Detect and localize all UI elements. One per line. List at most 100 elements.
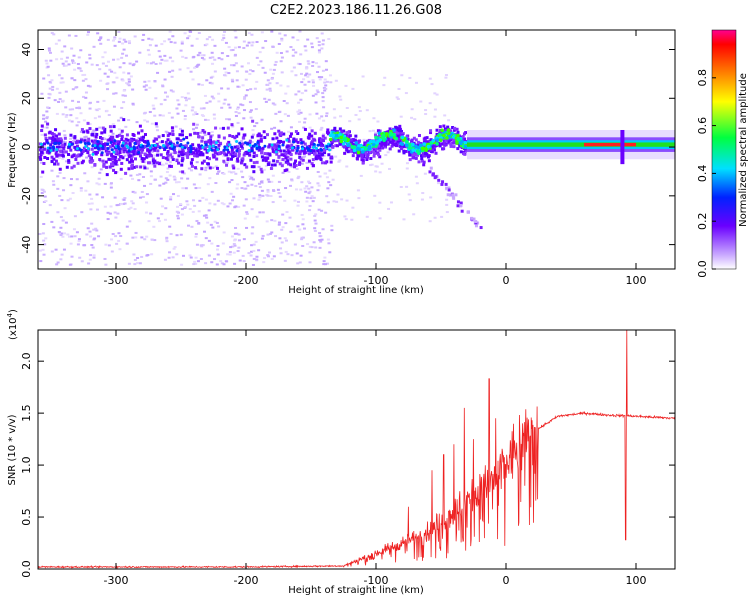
noise-point [317, 76, 321, 79]
noise-point [186, 67, 190, 70]
noise-point [205, 150, 209, 154]
noise-point [143, 80, 147, 83]
noise-point [138, 137, 142, 141]
noise-point [290, 254, 294, 257]
noise-point [405, 185, 409, 188]
noise-point [247, 62, 251, 65]
noise-point [127, 78, 131, 81]
noise-point [298, 161, 302, 165]
noise-point [108, 68, 112, 71]
noise-point [88, 53, 92, 56]
noise-point [119, 177, 123, 180]
noise-point [214, 141, 218, 145]
noise-point [224, 71, 228, 74]
noise-point [107, 114, 111, 117]
noise-point [348, 120, 352, 123]
noise-point [271, 45, 275, 48]
noise-point [138, 51, 142, 54]
signal-point [387, 138, 391, 142]
signal-point [343, 151, 347, 155]
noise-point [131, 190, 135, 193]
noise-point [251, 263, 255, 266]
signal-point [383, 143, 387, 147]
noise-point [195, 112, 199, 115]
signal-point [333, 126, 337, 130]
noise-point [40, 133, 44, 136]
noise-point [181, 170, 185, 174]
noise-point [104, 146, 108, 150]
noise-point [356, 189, 360, 192]
signal-point [434, 151, 438, 155]
noise-point [234, 62, 238, 65]
noise-point [147, 80, 151, 83]
noise-point [85, 233, 89, 236]
noise-point [153, 79, 157, 82]
noise-point [102, 162, 106, 166]
noise-point [101, 153, 105, 156]
signal-point [412, 136, 416, 140]
noise-point [284, 187, 288, 190]
signal-point [398, 144, 402, 148]
noise-point [230, 171, 234, 174]
noise-point [156, 153, 160, 157]
noise-point [92, 141, 96, 145]
noise-point [234, 172, 238, 175]
noise-point [108, 145, 112, 149]
noise-point [143, 119, 147, 122]
noise-point [271, 147, 275, 151]
noise-point [283, 199, 287, 202]
noise-point [48, 49, 52, 52]
noise-point [306, 180, 310, 183]
noise-point [246, 142, 250, 146]
noise-point [159, 103, 163, 106]
noise-point [302, 151, 306, 155]
noise-point [201, 145, 205, 149]
noise-point [101, 159, 105, 163]
signal-point [331, 133, 335, 137]
noise-point [176, 112, 180, 115]
noise-point [133, 191, 137, 194]
noise-point [216, 253, 220, 256]
noise-point [153, 114, 157, 117]
noise-point [287, 139, 291, 143]
noise-point [143, 133, 147, 137]
noise-point [73, 145, 77, 149]
noise-point [204, 143, 208, 147]
signal-point [340, 130, 344, 134]
noise-point [282, 132, 286, 136]
noise-point [190, 158, 194, 162]
noise-point [70, 235, 74, 238]
noise-point [138, 146, 142, 150]
noise-point [263, 97, 267, 100]
noise-point [271, 149, 275, 153]
noise-point [323, 136, 327, 140]
noise-point [435, 93, 439, 96]
noise-point [310, 246, 314, 249]
noise-point [171, 157, 175, 161]
noise-point [261, 66, 265, 69]
signal-point [356, 150, 361, 155]
signal-point [434, 144, 438, 148]
noise-point [236, 121, 240, 124]
signal-point [378, 155, 382, 159]
noise-point [147, 150, 151, 154]
noise-point [252, 197, 256, 200]
signal-point [347, 134, 351, 138]
noise-point [168, 161, 172, 164]
noise-point [261, 46, 265, 49]
noise-point [302, 149, 306, 153]
noise-point [308, 204, 312, 207]
noise-point [371, 129, 375, 132]
noise-point [115, 140, 119, 144]
noise-point [122, 198, 126, 201]
noise-point [62, 140, 66, 143]
noise-point [209, 140, 213, 144]
noise-point [74, 141, 78, 145]
signal-point [419, 141, 423, 145]
noise-point [160, 140, 164, 144]
noise-point [317, 208, 321, 211]
noise-point [200, 56, 204, 59]
noise-point [131, 150, 135, 154]
noise-point [200, 167, 204, 171]
noise-point [198, 186, 202, 189]
